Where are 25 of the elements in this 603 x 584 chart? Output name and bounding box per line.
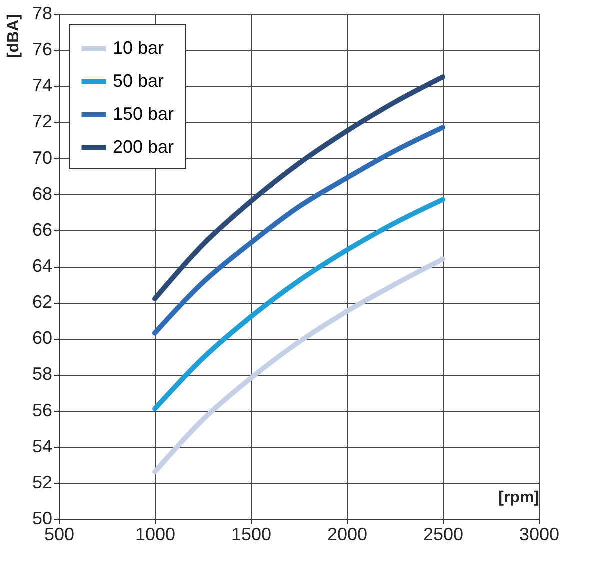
y-tick-label: 58 [32,364,52,384]
x-tick-label: 2000 [327,524,368,544]
legend-label: 50 bar [113,71,164,91]
y-tick-label: 74 [32,76,52,96]
y-tick-label: 62 [32,292,52,312]
x-tick-label: 3000 [519,524,560,544]
x-axis-title: [rpm] [498,490,540,506]
y-tick-label: 54 [32,436,52,456]
y-tick-label: 70 [32,148,52,168]
y-tick-label: 72 [32,112,52,132]
y-tick-label: 76 [32,40,52,60]
x-tick-label: 2500 [423,524,464,544]
y-axis-title: [dBA] [6,14,22,58]
y-tick-label: 78 [32,4,52,24]
y-tick-label: 68 [32,184,52,204]
legend-label: 200 bar [113,137,174,157]
y-tick-label: 66 [32,220,52,240]
legend-label: 150 bar [113,104,174,124]
y-tick-label: 56 [32,400,52,420]
x-tick-label: 1500 [231,524,272,544]
y-tick-label: 64 [32,256,52,276]
y-tick-label: 60 [32,328,52,348]
legend-label: 10 bar [113,38,164,58]
y-tick-label: 52 [32,472,52,492]
x-tick-label: 1000 [135,524,176,544]
